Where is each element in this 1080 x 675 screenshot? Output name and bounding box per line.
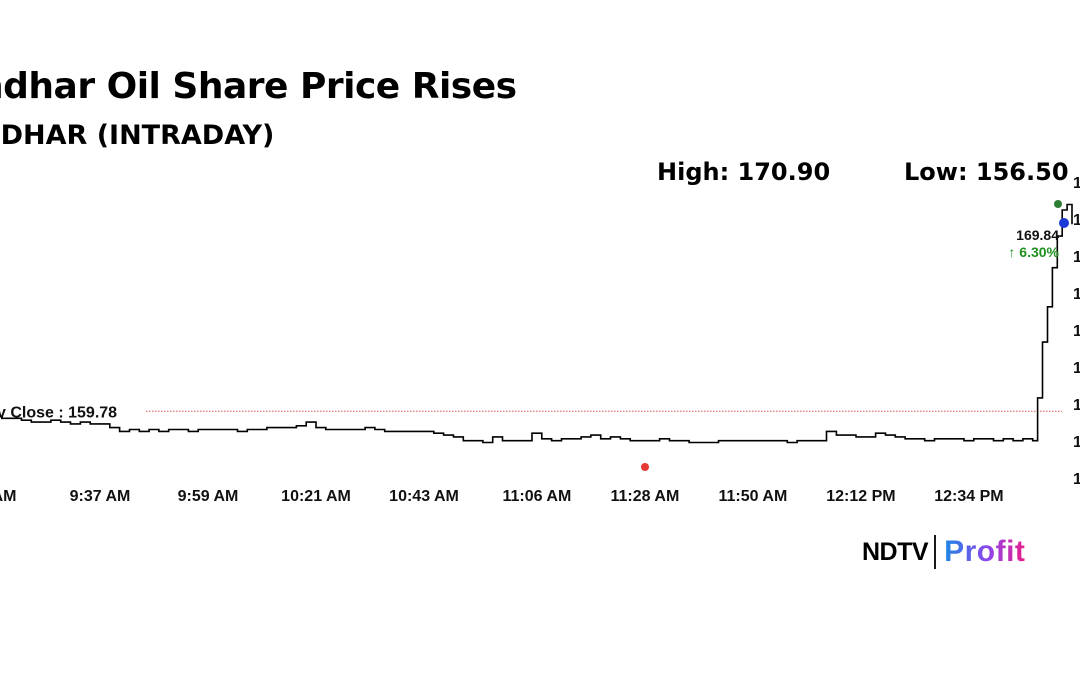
x-tick-label: 11:06 AM [503, 488, 572, 505]
y-tick-label: 1 [1073, 212, 1080, 229]
logo-profit-text: Profit [944, 535, 1026, 568]
high-marker [1054, 200, 1062, 208]
y-tick-label: 1 [1073, 286, 1080, 303]
y-tick-label: 1 [1073, 323, 1080, 340]
x-tick-label: 10:43 AM [389, 488, 459, 505]
logo-divider [934, 535, 937, 569]
x-tick-label: 11:28 AM [611, 488, 680, 505]
y-tick-label: 1 [1073, 360, 1080, 377]
x-tick-label: 9:59 AM [178, 488, 239, 505]
y-tick-label: 1 [1073, 249, 1080, 266]
x-axis-ticks: AM 9:37 AM 9:59 AM 10:21 AM 10:43 AM 11:06 AM… [0, 488, 1004, 505]
low-price-label: Low: 156.50 [904, 158, 1069, 186]
x-tick-label: 12:34 PM [934, 488, 1003, 505]
last-price-marker [1059, 218, 1069, 228]
high-price-label: High: 170.90 [657, 158, 831, 186]
y-tick-label: 1 [1073, 175, 1080, 192]
prev-close-label: v Close : 159.78 [0, 404, 117, 421]
logo-ndtv-text: NDTV [862, 537, 929, 566]
ndtv-profit-logo: NDTV Profit [862, 532, 1025, 572]
chart-title: ndhar Oil Share Price Rises [0, 66, 517, 107]
x-tick-label: 12:12 PM [826, 488, 895, 505]
x-tick-label: 11:50 AM [719, 488, 788, 505]
low-marker [641, 463, 649, 471]
x-tick-label: 10:21 AM [281, 488, 351, 505]
last-change-label: ↑ 6.30% [1008, 244, 1059, 260]
y-tick-label: 1 [1073, 434, 1080, 451]
y-axis-ticks: 1 1 1 1 1 1 1 1 1 [1073, 175, 1080, 488]
y-tick-label: 1 [1073, 397, 1080, 414]
price-series-line [0, 203, 1073, 444]
x-tick-label: 9:37 AM [70, 488, 131, 505]
x-tick-label: AM [0, 488, 16, 505]
y-tick-label: 1 [1073, 471, 1080, 488]
last-price-label: 169.84 [1016, 227, 1059, 243]
chart-subtitle: NDHAR (INTRADAY) [0, 120, 275, 151]
